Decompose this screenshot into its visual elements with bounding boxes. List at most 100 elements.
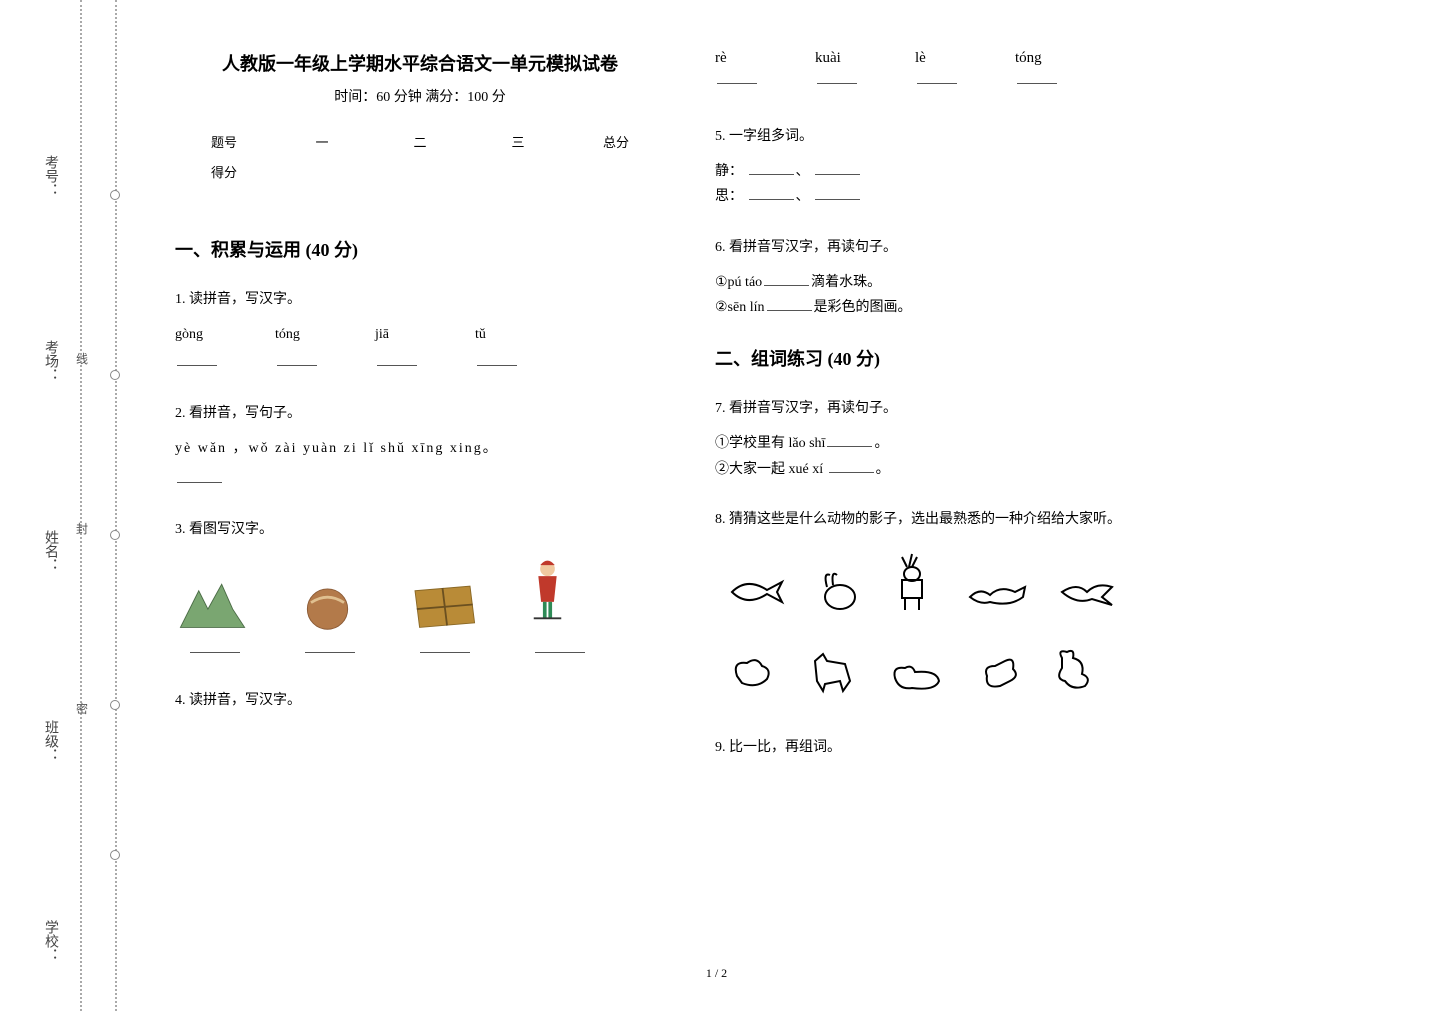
question-3: 3. 看图写汉字。 (175, 517, 665, 662)
answer-blank[interactable] (917, 70, 957, 84)
pinyin: kuài (815, 50, 875, 67)
pinyin: gòng (175, 322, 235, 347)
shadow-deer (887, 552, 937, 621)
answer-blank[interactable] (764, 272, 809, 286)
answer-blank[interactable] (815, 161, 860, 175)
exam-title: 人教版一年级上学期水平综合语文一单元模拟试卷 (175, 50, 665, 76)
shadow-rabbit (815, 567, 860, 621)
answer-blank[interactable] (420, 639, 470, 653)
q8-text: 8. 猜猜这些是什么动物的影子，选出最熟悉的一种介绍给大家听。 (715, 507, 1285, 532)
answer-blank[interactable] (277, 352, 317, 366)
q5-char2: 思： (715, 189, 743, 204)
shadow-fish (727, 572, 787, 621)
q2-text: 2. 看拼音，写句子。 (175, 401, 665, 426)
punch-circle (110, 850, 120, 860)
question-4: 4. 读拼音，写汉字。 (175, 688, 665, 713)
cell: 得分 (175, 162, 273, 181)
shadow-duck (887, 656, 947, 705)
q5-line1: 静： 、 (715, 159, 1285, 184)
binding-sidebar: 学校： 班级： 姓名： 考场： 考号： 密 封 线 (0, 0, 130, 1011)
section1-title: 一、积累与运用 (40 分) (175, 236, 665, 262)
answer-blank[interactable] (190, 639, 240, 653)
punch-circle (110, 370, 120, 380)
answer-blank[interactable] (817, 70, 857, 84)
punch-circle (110, 190, 120, 200)
q9-text: 9. 比一比，再组词。 (715, 735, 1285, 760)
q6-line1: ①pú táo滴着水珠。 (715, 270, 1285, 295)
q7-l2b: 。 (876, 462, 890, 477)
q1-blank-row (175, 350, 665, 375)
shadow-squirrel (975, 651, 1020, 705)
column-right: rè kuài lè tóng 5. 一字组多词。 静： 、 思： 、 (690, 50, 1310, 785)
shadow-row-2 (715, 641, 1285, 710)
answer-blank[interactable] (177, 352, 217, 366)
annot-feng: 封 (76, 520, 88, 537)
q1-pinyin-row: gòng tóng jiā tǔ (175, 322, 665, 347)
q4-pinyin-row: rè kuài lè tóng (715, 50, 1285, 67)
question-7: 7. 看拼音写汉字，再读句子。 ①学校里有 lǎo shī。 ②大家一起 xué… (715, 396, 1285, 482)
q6-l1a: ①pú táo (715, 275, 762, 290)
q7-line1: ①学校里有 lǎo shī 。 (715, 431, 1285, 456)
dotted-rule-inner (80, 0, 82, 1011)
pinyin: jiā (375, 322, 435, 347)
answer-blank[interactable] (749, 161, 794, 175)
answer-blank[interactable] (1017, 70, 1057, 84)
pinyin: tóng (1015, 50, 1075, 67)
shadow-swallow (1057, 577, 1117, 621)
answer-blank[interactable] (377, 352, 417, 366)
answer-blank[interactable] (177, 469, 222, 483)
answer-blank[interactable] (815, 186, 860, 200)
question-9: 9. 比一比，再组词。 (715, 735, 1285, 760)
punch-circle (110, 530, 120, 540)
q7-l2a: ②大家一起 xué xí (715, 462, 827, 477)
label-school: 学校： (40, 920, 60, 962)
sun-icon (290, 577, 365, 632)
q5-char1: 静： (715, 164, 743, 179)
question-8: 8. 猜猜这些是什么动物的影子，选出最熟悉的一种介绍给大家听。 (715, 507, 1285, 711)
answer-blank[interactable] (477, 352, 517, 366)
page-number: 1 / 2 (706, 966, 727, 981)
answer-blank[interactable] (767, 297, 812, 311)
answer-blank[interactable] (827, 433, 872, 447)
score-table: 题号 一 二 三 总分 得分 (175, 126, 665, 186)
label-num: 考号： (40, 155, 60, 197)
punch-circle (110, 700, 120, 710)
q4-text: 4. 读拼音，写汉字。 (175, 688, 665, 713)
label-name: 姓名： (40, 530, 60, 572)
main-content: 人教版一年级上学期水平综合语文一单元模拟试卷 时间：60 分钟 满分：100 分… (150, 50, 1420, 785)
question-2: 2. 看拼音，写句子。 yè wǎn ，wǒ zài yuàn zi lǐ sh… (175, 401, 665, 493)
q6-line2: ②sēn lín是彩色的图画。 (715, 295, 1285, 320)
image-mountain (175, 577, 255, 632)
pinyin: tóng (275, 322, 335, 347)
shadow-row-1 (715, 547, 1285, 626)
image-sun (290, 577, 370, 632)
q7-l1a: ①学校里有 lǎo shī (715, 436, 825, 451)
answer-blank[interactable] (717, 70, 757, 84)
answer-blank[interactable] (305, 639, 355, 653)
answer-blank[interactable] (829, 459, 874, 473)
mountain-icon (175, 577, 250, 632)
q7-l1b: 。 (874, 436, 888, 451)
doll-icon (520, 557, 575, 632)
question-1: 1. 读拼音，写汉字。 gòng tóng jiā tǔ (175, 287, 665, 376)
annot-mi: 密 (76, 700, 88, 717)
shadow-pigeon (727, 651, 777, 705)
q2-pinyin-line: yè wǎn ，wǒ zài yuàn zi lǐ shǔ xīng xing。 (175, 436, 665, 461)
field-icon (405, 577, 480, 632)
answer-blank[interactable] (535, 639, 585, 653)
column-left: 人教版一年级上学期水平综合语文一单元模拟试卷 时间：60 分钟 满分：100 分… (150, 50, 690, 785)
cell: 总分 (567, 132, 665, 151)
shadow-bird (965, 577, 1030, 621)
section2-title: 二、组词练习 (40 分) (715, 345, 1285, 371)
annot-xian: 线 (76, 350, 88, 367)
pinyin: rè (715, 50, 775, 67)
q7-line2: ②大家一起 xué xí 。 (715, 457, 1285, 482)
answer-blank[interactable] (749, 186, 794, 200)
q3-blanks (175, 637, 665, 662)
pinyin: lè (915, 50, 975, 67)
exam-timing: 时间：60 分钟 满分：100 分 (175, 86, 665, 106)
q6-l2b: 是彩色的图画。 (814, 300, 912, 315)
q1-text: 1. 读拼音，写汉字。 (175, 287, 665, 312)
label-room: 考场： (40, 340, 60, 382)
q5-line2: 思： 、 (715, 184, 1285, 209)
